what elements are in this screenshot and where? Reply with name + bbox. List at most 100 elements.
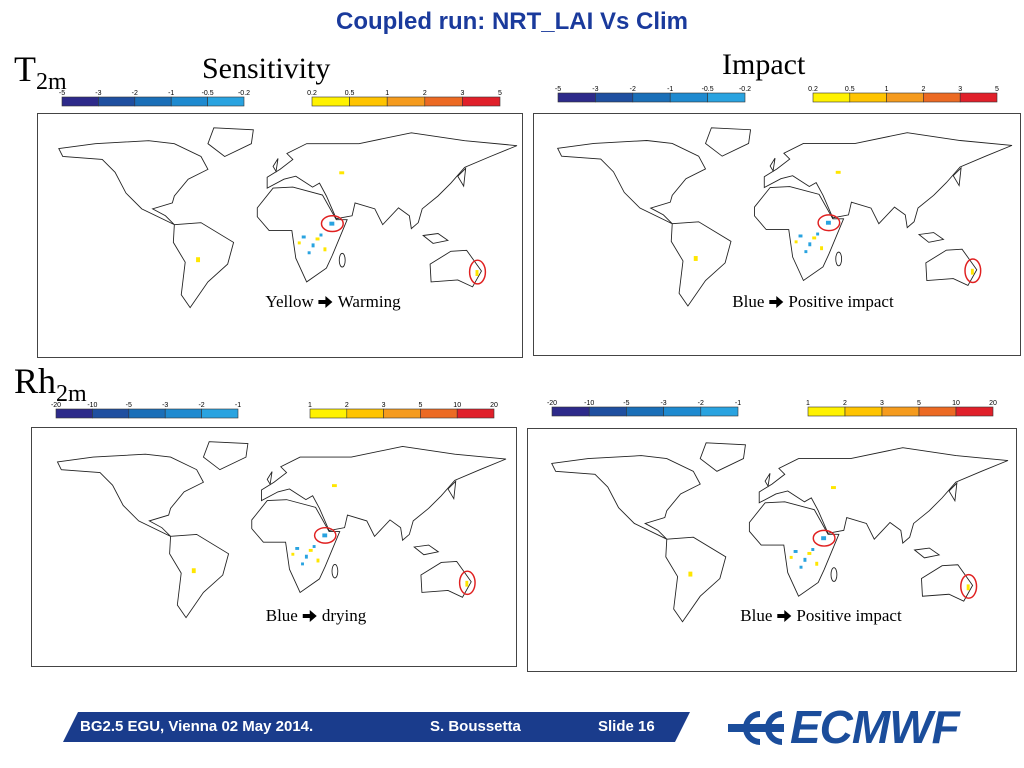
colorbar-label: 5 — [917, 400, 921, 407]
colorbar-label: -0.2 — [238, 90, 250, 97]
arrow-icon — [769, 296, 784, 308]
colorbar: -5 -3 -2 -1 -0.5 -0.2 — [555, 86, 751, 103]
panel-heading: Sensitivity — [202, 52, 331, 85]
colorbar-label: 1 — [806, 400, 810, 407]
colorbar-segment — [207, 96, 245, 107]
colorbar-label: 10 — [952, 400, 960, 407]
map-frame — [533, 113, 1021, 356]
arrow-shape — [302, 610, 317, 622]
colorbar-segment — [61, 96, 99, 107]
slide-title: Coupled run: NRT_LAI Vs Clim — [335, 8, 688, 35]
colorbar: -20 -10 -5 -3 -2 -1 — [547, 400, 741, 417]
footer-band — [63, 712, 690, 742]
colorbar-label: -1 — [235, 402, 241, 409]
note-color: Blue — [732, 292, 765, 311]
colorbar-segment — [881, 406, 920, 417]
colorbar-label: -1 — [168, 90, 174, 97]
colorbar-label: -10 — [584, 400, 594, 407]
map-note: Blue drying — [266, 606, 367, 626]
colorbar-segment — [557, 92, 596, 103]
colorbar-label: 5 — [995, 86, 999, 93]
arrow-icon — [318, 296, 333, 308]
colorbar-label: 3 — [880, 400, 884, 407]
colorbar-segment — [632, 92, 671, 103]
colorbar-segment — [462, 96, 501, 107]
colorbar-label: -5 — [555, 86, 561, 93]
map — [31, 427, 517, 667]
colorbar-segment — [626, 406, 664, 417]
map — [37, 113, 523, 358]
note-meaning: drying — [321, 606, 367, 625]
colorbar-segment — [311, 96, 350, 107]
subscript: 2m — [56, 381, 87, 408]
colorbar-segment — [707, 92, 746, 103]
map — [527, 428, 1017, 672]
colorbar-label: 2 — [423, 90, 427, 97]
footer-author: S. Boussetta — [430, 718, 521, 735]
colorbar-label: -5 — [126, 402, 132, 409]
colorbar-segment — [349, 96, 388, 107]
colorbar-segment — [844, 406, 883, 417]
colorbar-segment — [955, 406, 994, 417]
colorbar-segment — [669, 92, 708, 103]
logo: ECMWF — [790, 701, 960, 753]
colorbar-label: 10 — [453, 402, 461, 409]
colorbar-label: 20 — [989, 400, 997, 407]
colorbar-label: -3 — [95, 90, 101, 97]
colorbar-label: -3 — [660, 400, 666, 407]
colorbar: -20 -10 -5 -3 -2 -1 — [51, 402, 241, 419]
colorbar-segment — [849, 92, 887, 103]
colorbar-label: -0.5 — [202, 90, 214, 97]
map-frame — [31, 427, 517, 667]
arrow-icon — [777, 610, 792, 622]
map-note: Blue Positive impact — [732, 292, 893, 312]
colorbar-segment — [700, 406, 739, 417]
colorbar-label: 0.5 — [345, 90, 355, 97]
colorbar-label: -20 — [51, 402, 61, 409]
variable: T — [14, 49, 36, 89]
map-note: Yellow Warming — [265, 292, 400, 312]
colorbar-label: 5 — [498, 90, 502, 97]
colorbar-label: -3 — [592, 86, 598, 93]
colorbar-label: 2 — [921, 86, 925, 93]
colorbar-segment — [456, 408, 495, 419]
colorbar-label: 2 — [843, 400, 847, 407]
colorbar-segment — [812, 92, 851, 103]
colorbar-label: 3 — [460, 90, 464, 97]
note-meaning: Positive impact — [796, 606, 902, 625]
arrow-shape — [769, 296, 784, 308]
colorbar-label: -2 — [698, 400, 704, 407]
colorbar-segment — [663, 406, 702, 417]
panel-heading: Impact — [722, 48, 806, 81]
variable-label: Rh2m — [14, 360, 87, 408]
footer-slide: Slide 16 — [598, 718, 655, 735]
colorbar-label: -0.5 — [702, 86, 714, 93]
colorbar-label: -1 — [667, 86, 673, 93]
colorbar: 0.2 0.5 1 2 3 5 — [808, 86, 999, 103]
note-color: Blue — [740, 606, 773, 625]
colorbar-segment — [383, 408, 421, 419]
colorbar-label: 2 — [345, 402, 349, 409]
colorbar-segment — [588, 406, 627, 417]
map-frame — [527, 428, 1017, 672]
colorbar-label: 5 — [418, 402, 422, 409]
arrow-shape — [318, 296, 333, 308]
colorbar-label: -3 — [162, 402, 168, 409]
colorbar-segment — [959, 92, 998, 103]
colorbar-segment — [55, 408, 93, 419]
note-meaning: Positive impact — [788, 292, 894, 311]
colorbar-label: -5 — [59, 90, 65, 97]
logo-mark — [728, 711, 784, 745]
colorbar-label: -2 — [198, 402, 204, 409]
colorbar-label: 1 — [885, 86, 889, 93]
colorbar-label: 0.2 — [808, 86, 818, 93]
colorbar-segment — [128, 408, 166, 419]
arrow-icon — [302, 610, 317, 622]
footer-event: BG2.5 EGU, Vienna 02 May 2014. — [80, 718, 314, 735]
colorbar-segment — [551, 406, 590, 417]
note-color: Blue — [265, 606, 298, 625]
colorbar-label: 20 — [490, 402, 498, 409]
colorbar-label: 3 — [958, 86, 962, 93]
colorbar-label: 1 — [308, 402, 312, 409]
colorbar-segment — [595, 92, 634, 103]
